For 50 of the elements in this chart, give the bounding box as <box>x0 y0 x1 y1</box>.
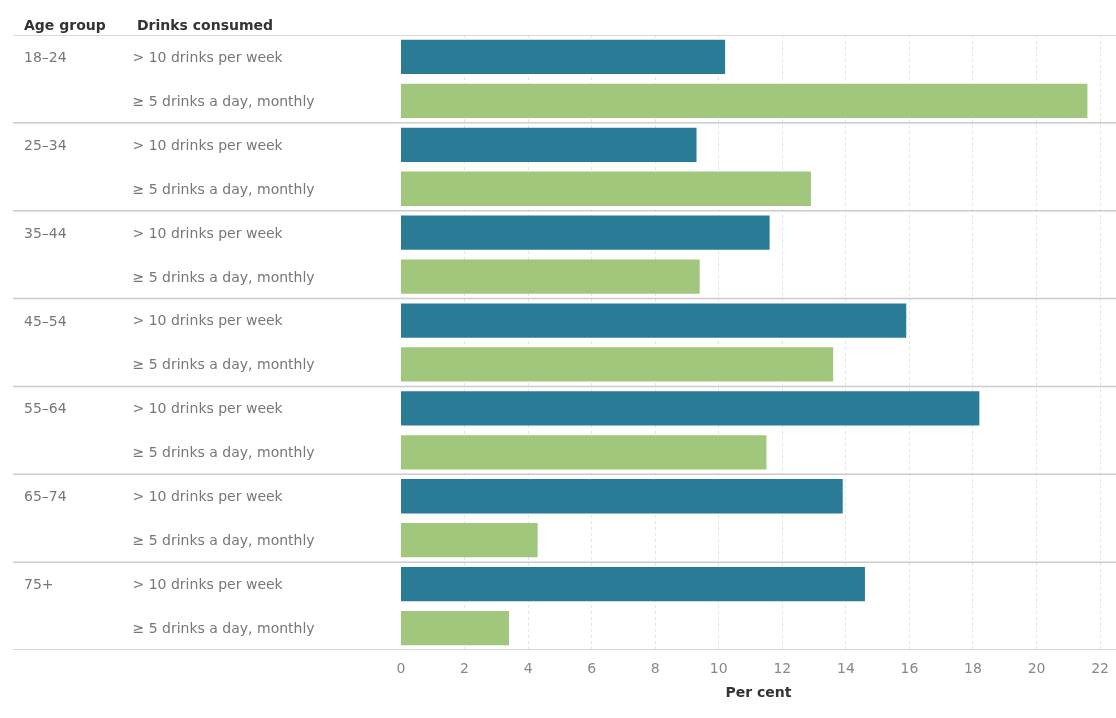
text: 55–64 <box>24 400 67 416</box>
x-tick-label: 10 <box>709 660 728 676</box>
bar <box>400 347 834 382</box>
bar <box>400 523 538 558</box>
bar <box>400 391 980 426</box>
x-tick-label: 20 <box>1027 660 1046 676</box>
x-tick-label: 0 <box>396 660 406 676</box>
x-tick-label: 6 <box>587 660 597 676</box>
x-tick-label: 12 <box>773 660 792 676</box>
y-tick-label: ≥ 5 drinks a day, monthly <box>132 268 315 285</box>
y-tick-label: > 10 drinks per week <box>132 488 284 505</box>
x-tick-label: 4 <box>523 660 533 676</box>
bar <box>400 479 843 514</box>
bar <box>400 83 1088 119</box>
y-tick-label: ≥ 5 drinks a day, monthly <box>132 356 315 373</box>
y-tick-label: ≥ 5 drinks a day, monthly <box>132 180 315 197</box>
bar <box>400 303 907 338</box>
y-tick-label: > 10 drinks per week <box>132 136 284 153</box>
bar <box>400 435 767 470</box>
bar <box>400 171 811 206</box>
text: 18–24 <box>24 49 67 65</box>
x-tick-label: 16 <box>900 660 919 676</box>
text: 25–34 <box>24 137 67 153</box>
y-tick-label: ≥ 5 drinks a day, monthly <box>132 532 315 549</box>
x-tick-label: 8 <box>650 660 660 676</box>
y-tick-label: ≥ 5 drinks a day, monthly <box>132 619 315 636</box>
bar <box>400 215 770 250</box>
y-tick-label: > 10 drinks per week <box>132 312 284 329</box>
y-tick-label: > 10 drinks per week <box>132 224 284 241</box>
text: Drinks consumed <box>137 17 274 33</box>
x-tick-label: 14 <box>836 660 855 676</box>
y-tick-label: ≥ 5 drinks a day, monthly <box>132 92 315 109</box>
bar <box>400 259 700 294</box>
text: 35–44 <box>24 225 67 241</box>
x-tick-label: 22 <box>1091 660 1110 676</box>
text: 65–74 <box>24 488 67 504</box>
x-tick-label: 18 <box>964 660 982 676</box>
bar <box>400 610 510 646</box>
text: Age group <box>24 17 106 33</box>
y-tick-label: ≥ 5 drinks a day, monthly <box>132 444 315 461</box>
y-tick-label: > 10 drinks per week <box>132 48 284 65</box>
x-tick-label: 2 <box>460 660 469 676</box>
y-tick-label: > 10 drinks per week <box>132 576 284 593</box>
x-axis-title: Per cent <box>725 684 792 701</box>
text: 75+ <box>24 576 54 592</box>
bar <box>400 39 726 75</box>
bar <box>400 566 865 602</box>
y-tick-label: > 10 drinks per week <box>132 400 284 417</box>
text: 45–54 <box>24 313 67 329</box>
bar <box>400 127 697 162</box>
